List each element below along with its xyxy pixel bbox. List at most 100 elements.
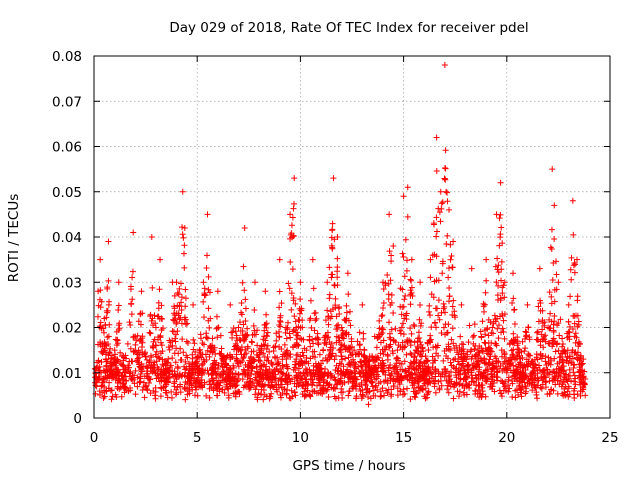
data-point [568,276,575,283]
data-point [229,371,236,378]
data-point [348,338,355,345]
data-point [116,325,123,332]
data-point [134,350,141,357]
data-point [551,375,558,382]
data-point [133,337,140,344]
data-point [98,359,105,366]
data-point [252,386,259,393]
data-point [172,391,179,398]
data-point [480,308,487,315]
data-point [369,353,376,360]
data-point [433,168,440,175]
data-point [548,293,555,300]
data-point [381,392,388,399]
data-point [337,341,344,348]
data-point [292,318,299,325]
data-point [378,313,385,320]
data-point [261,342,268,349]
data-point [561,389,568,396]
data-point [111,347,118,354]
data-point [98,298,105,305]
data-point [218,350,225,357]
data-point [139,339,146,346]
data-point [489,383,496,390]
y-tick-label: 0.01 [52,366,82,382]
data-point [461,384,468,391]
data-point [557,316,564,323]
data-point [359,387,366,394]
data-point [214,288,221,295]
data-point [579,371,586,378]
data-point [502,387,509,394]
data-point [154,364,161,371]
data-point [324,356,331,363]
data-point [380,305,387,312]
data-point [307,343,314,350]
data-point [447,383,454,390]
data-point [95,341,102,348]
data-point [450,395,457,402]
data-point [495,262,502,269]
data-point [242,334,249,341]
data-point [390,243,397,250]
data-point [449,303,456,310]
data-point [380,300,387,307]
data-point [444,198,451,205]
data-point [512,387,519,394]
data-point [191,340,198,347]
data-point [236,346,243,353]
data-point [174,289,181,296]
data-point [408,351,415,358]
data-point [530,360,537,367]
data-point [116,320,123,327]
data-point [359,393,366,400]
data-point [387,301,394,308]
data-point [194,392,201,399]
data-point [253,363,260,370]
data-point [251,306,258,313]
data-point [232,393,239,400]
data-point [217,372,224,379]
data-point [159,316,166,323]
data-point [356,329,363,336]
data-point [572,330,579,337]
data-point [149,344,156,351]
data-point [207,344,214,351]
data-point [527,352,534,359]
data-point [372,382,379,389]
data-point [479,388,486,395]
data-point [205,286,212,293]
data-point [442,176,449,183]
data-point [469,375,476,382]
data-point [208,364,215,371]
data-point [352,351,359,358]
data-point [559,381,566,388]
data-point [435,312,442,319]
data-point [182,396,189,403]
data-point [227,355,234,362]
data-point [387,361,394,368]
data-point [571,320,578,327]
data-point [289,376,296,383]
data-point [203,265,210,272]
data-point [217,332,224,339]
data-point [177,345,184,352]
data-point [100,378,107,385]
data-point [259,369,266,376]
data-point [566,366,573,373]
data-point [426,302,433,309]
data-point [287,231,294,238]
data-point [394,392,401,399]
data-point [163,374,170,381]
data-point [441,303,448,310]
data-point [425,388,432,395]
data-point [489,324,496,331]
data-point [166,346,173,353]
data-point [446,285,453,292]
data-point [488,374,495,381]
data-point [451,345,458,352]
data-point [406,338,413,345]
data-point [348,358,355,365]
data-point [132,341,139,348]
data-point [419,386,426,393]
